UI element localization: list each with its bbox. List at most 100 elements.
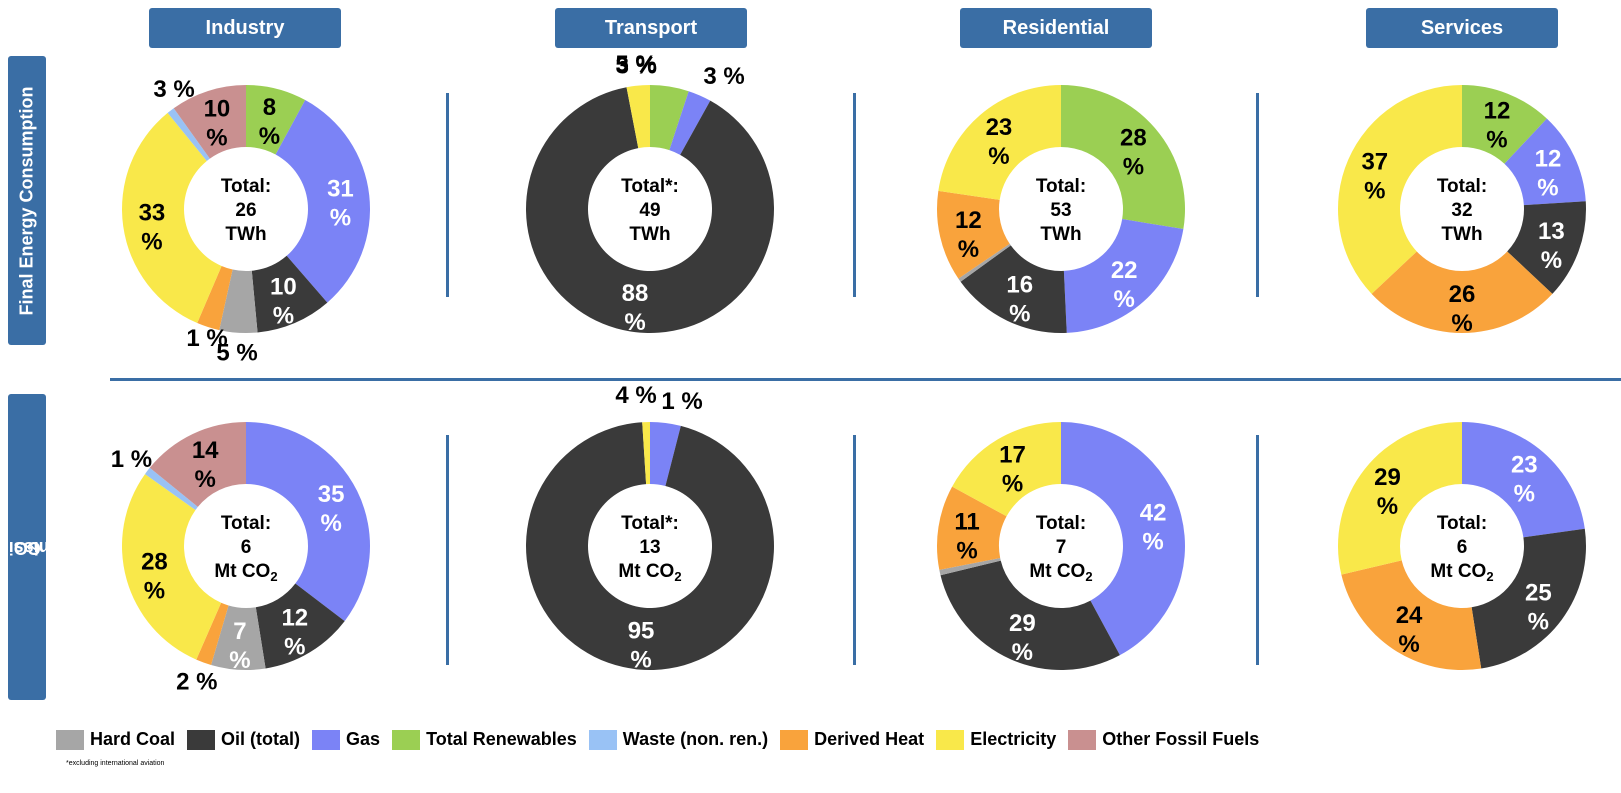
donut-center-unit: TWh	[225, 224, 266, 245]
data-label: %	[1002, 470, 1023, 497]
data-label: %	[229, 647, 250, 674]
donut-center-unit: Mt CO2	[214, 561, 277, 584]
data-label: %	[330, 205, 351, 232]
data-label: %	[1364, 177, 1385, 204]
legend-swatch	[56, 730, 84, 750]
data-label: 22	[1111, 257, 1138, 284]
donut-center-value: 49	[639, 200, 660, 221]
data-label: 3 %	[616, 53, 657, 80]
data-label: 31	[327, 176, 354, 203]
legend-label: Hard Coal	[90, 729, 175, 750]
legend-swatch	[392, 730, 420, 750]
legend-swatch	[312, 730, 340, 750]
data-label: 24	[1396, 602, 1423, 629]
donut-slice	[122, 474, 221, 660]
donut-center-label: Total*:	[621, 513, 679, 534]
legend-label: Derived Heat	[814, 729, 924, 750]
legend-item: Other Fossil Fuels	[1068, 729, 1259, 750]
data-label: %	[206, 125, 227, 152]
donut-center-label: Total:	[1437, 176, 1487, 197]
data-label: %	[624, 309, 645, 336]
data-label: 1 %	[186, 325, 227, 352]
legend-item: Derived Heat	[780, 729, 924, 750]
data-label: %	[1009, 301, 1030, 328]
data-label: 95	[628, 618, 655, 645]
legend-swatch	[589, 730, 617, 750]
data-label: %	[273, 302, 294, 329]
data-label: 8	[263, 94, 276, 121]
donut-center-value: 26	[235, 200, 256, 221]
legend-label: Other Fossil Fuels	[1102, 729, 1259, 750]
data-label: %	[1113, 286, 1134, 313]
legend: Hard Coal Oil (total) Gas Total Renewables W…	[56, 729, 1271, 750]
legend-label: Total Renewables	[426, 729, 577, 750]
data-label: 13	[1538, 218, 1565, 245]
donut-center-value: 32	[1451, 200, 1472, 221]
donut-center-unit: Mt CO2	[1430, 561, 1493, 584]
data-label: %	[958, 236, 979, 263]
legend-swatch	[936, 730, 964, 750]
donut-center-label: Total:	[1036, 513, 1086, 534]
data-label: %	[320, 510, 341, 537]
legend-swatch	[780, 730, 808, 750]
donut-center-label: Total:	[1036, 176, 1086, 197]
data-label: 3 %	[703, 63, 744, 90]
legend-swatch	[187, 730, 215, 750]
data-label: 12	[281, 605, 308, 632]
legend-item: Oil (total)	[187, 729, 300, 750]
donut-center-unit: TWh	[1441, 224, 1482, 245]
donut-center-label: Total:	[221, 176, 271, 197]
donut-center-unit: TWh	[1040, 224, 1081, 245]
donut-center-unit: TWh	[629, 224, 670, 245]
data-label: 10	[270, 273, 297, 300]
donut-center-unit: Mt CO2	[1029, 561, 1092, 584]
data-label: %	[144, 577, 165, 604]
legend-item: Hard Coal	[56, 729, 175, 750]
data-label: %	[956, 538, 977, 565]
legend-item: Electricity	[936, 729, 1056, 750]
data-label: %	[1528, 609, 1549, 636]
donut-center-unit: Mt CO2	[618, 561, 681, 584]
data-label: %	[1541, 247, 1562, 274]
data-label: 35	[318, 481, 345, 508]
data-label: 4 %	[615, 382, 656, 409]
data-label: %	[1377, 493, 1398, 520]
data-label: %	[1398, 631, 1419, 658]
legend-item: Total Renewables	[392, 729, 577, 750]
donut-center-value: 13	[639, 537, 660, 558]
data-label: 17	[999, 441, 1026, 468]
data-label: 29	[1374, 464, 1401, 491]
data-label: 2 %	[176, 668, 217, 695]
data-label: 14	[192, 437, 219, 464]
donut-center-label: Total:	[221, 513, 271, 534]
data-label: %	[284, 634, 305, 661]
data-label: 29	[1009, 610, 1036, 637]
data-label: %	[259, 123, 280, 150]
data-label: %	[1123, 153, 1144, 180]
donut-center-label: Total:	[1437, 513, 1487, 534]
donut-center-value: 6	[241, 537, 252, 558]
data-label: 1 %	[111, 446, 152, 473]
data-label: %	[1142, 529, 1163, 556]
data-label: %	[1486, 127, 1507, 154]
donut-center-value: 53	[1050, 200, 1071, 221]
data-label: 3 %	[153, 76, 194, 103]
data-label: 23	[1511, 451, 1538, 478]
legend-swatch	[1068, 730, 1096, 750]
legend-label: Electricity	[970, 729, 1056, 750]
legend-label: Gas	[346, 729, 380, 750]
data-label: 23	[986, 114, 1013, 141]
data-label: 28	[141, 548, 168, 575]
footnote: *excluding international aviation	[66, 760, 164, 767]
data-label: 12	[1484, 98, 1511, 125]
data-label: 11	[954, 509, 979, 536]
data-label: 7	[233, 618, 246, 645]
data-label: %	[1514, 480, 1535, 507]
data-label: 33	[139, 199, 166, 226]
data-label: %	[1537, 175, 1558, 202]
data-label: 10	[204, 96, 231, 123]
donut-center-label: Total*:	[621, 176, 679, 197]
data-label: 28	[1120, 124, 1147, 151]
data-label: 88	[622, 280, 649, 307]
